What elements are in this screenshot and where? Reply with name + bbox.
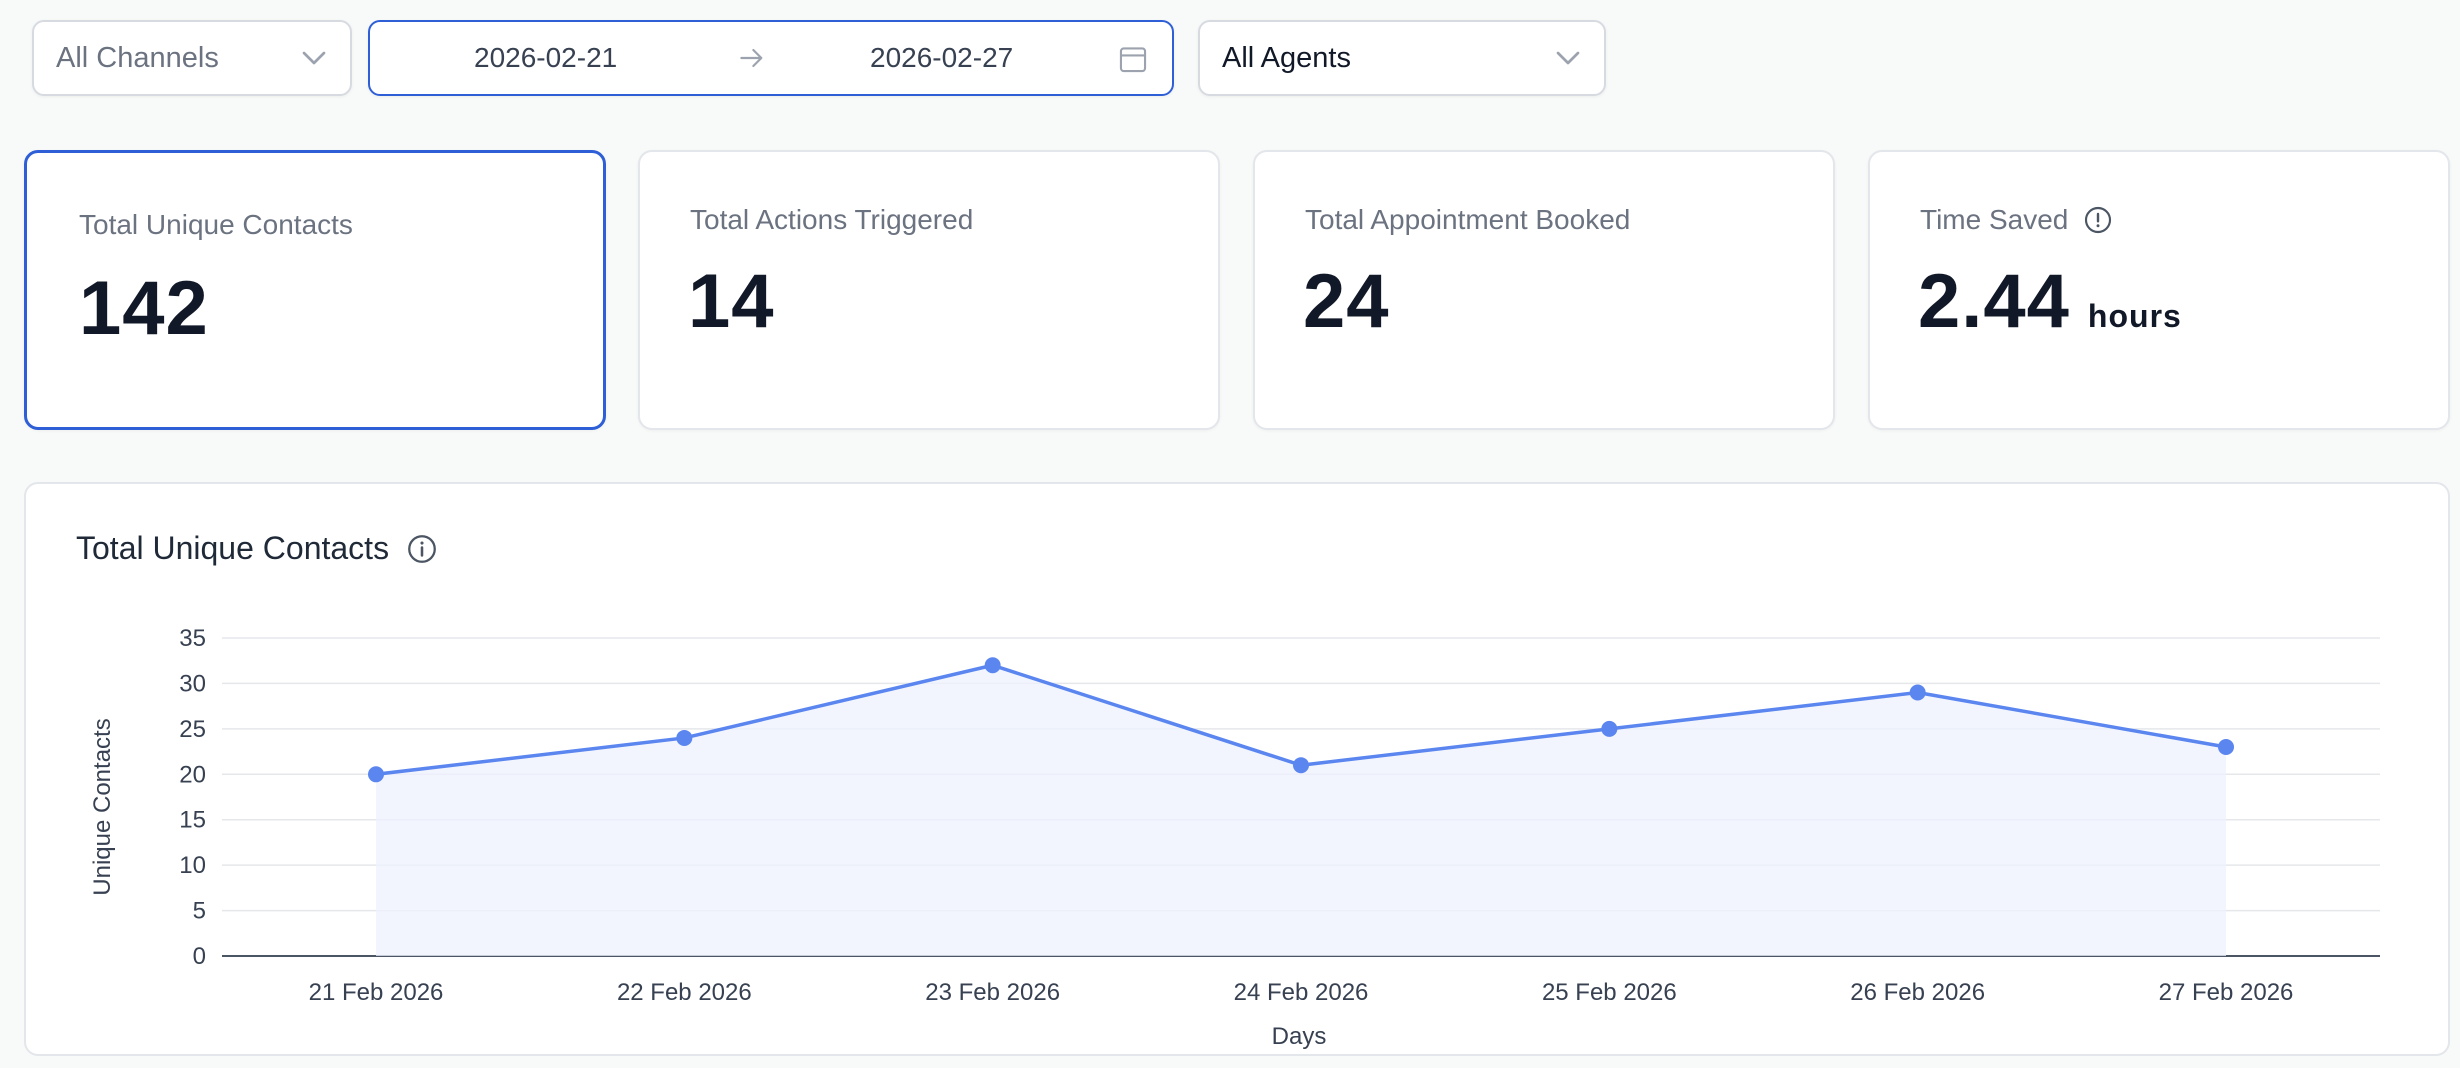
agent-select-label: All Agents xyxy=(1222,41,1351,74)
y-tick-label: 20 xyxy=(179,761,206,788)
stat-card-actions-triggered[interactable]: Total Actions Triggered 14 xyxy=(638,150,1220,430)
x-tick-label: 27 Feb 2026 xyxy=(2159,979,2294,1006)
stat-card-value: 24 xyxy=(1303,259,1390,344)
stat-card-title: Total Actions Triggered xyxy=(690,204,974,235)
channel-select[interactable]: All Channels xyxy=(32,20,352,96)
data-point[interactable] xyxy=(676,729,693,746)
channel-select-label: All Channels xyxy=(56,41,219,74)
x-tick-label: 25 Feb 2026 xyxy=(1542,979,1677,1006)
calendar-icon[interactable] xyxy=(1116,42,1150,76)
stat-card-time-saved[interactable]: Time Saved 2.44 hours xyxy=(1868,150,2450,430)
stat-card-title-row: Time Saved xyxy=(1920,204,2114,236)
y-tick-label: 30 xyxy=(179,670,206,697)
stat-card-value: 142 xyxy=(79,266,209,351)
x-tick-label: 24 Feb 2026 xyxy=(1234,979,1369,1006)
date-range-end[interactable]: 2026-02-27 xyxy=(870,42,1014,73)
stat-card-title: Time Saved xyxy=(1920,204,2069,235)
data-point[interactable] xyxy=(368,766,384,783)
x-tick-label: 22 Feb 2026 xyxy=(617,979,752,1006)
data-point[interactable] xyxy=(1909,684,1926,701)
y-axis-title: Unique Contacts xyxy=(89,718,116,895)
chart-title-row: Total Unique Contacts xyxy=(76,530,439,567)
y-tick-label: 15 xyxy=(179,807,206,834)
alert-circle-icon[interactable] xyxy=(2082,204,2114,236)
series-area xyxy=(376,665,2226,956)
info-icon[interactable] xyxy=(405,532,439,566)
y-tick-label: 25 xyxy=(179,716,206,743)
arrow-right-icon xyxy=(740,48,763,68)
stat-card-unit: hours xyxy=(2087,298,2182,334)
line-chart: 0 5 10 15 20 25 30 35 21 Feb 2026 22 Feb 2026 23 F… xyxy=(89,625,2380,1050)
stat-card-value: 2.44 xyxy=(1918,259,2070,344)
chart-title: Total Unique Contacts xyxy=(76,530,390,566)
date-range-picker[interactable]: 2026-02-21 2026-02-27 xyxy=(368,20,1174,96)
data-point[interactable] xyxy=(2218,739,2234,756)
agent-select[interactable]: All Agents xyxy=(1198,20,1606,96)
x-axis-title: Days xyxy=(1272,1023,1327,1050)
y-tick-label: 10 xyxy=(179,852,206,879)
y-tick-label: 0 xyxy=(193,943,206,970)
data-point[interactable] xyxy=(984,657,1001,674)
x-tick-label: 26 Feb 2026 xyxy=(1850,979,1985,1006)
stat-card-appointments-booked[interactable]: Total Appointment Booked 24 xyxy=(1253,150,1835,430)
stat-card-title: Total Appointment Booked xyxy=(1305,204,1631,235)
stat-card-value-row: 2.44 hours xyxy=(1918,258,2182,345)
data-point[interactable] xyxy=(1601,720,1618,737)
stat-card-value: 14 xyxy=(688,259,775,344)
chart-panel: Total Unique Contacts 0 5 10 15 20 25 30 35 21 F… xyxy=(24,482,2450,1056)
y-tick-label: 5 xyxy=(193,898,206,925)
stat-card-unique-contacts[interactable]: Total Unique Contacts 142 xyxy=(24,150,606,430)
chevron-down-icon xyxy=(1556,51,1580,65)
data-point[interactable] xyxy=(1293,757,1309,774)
stat-card-title: Total Unique Contacts xyxy=(79,209,353,240)
y-tick-label: 35 xyxy=(179,625,206,652)
x-tick-label: 21 Feb 2026 xyxy=(309,979,444,1006)
date-range-start[interactable]: 2026-02-21 xyxy=(474,42,618,73)
x-tick-label: 23 Feb 2026 xyxy=(925,979,1060,1006)
chevron-down-icon xyxy=(302,51,326,65)
